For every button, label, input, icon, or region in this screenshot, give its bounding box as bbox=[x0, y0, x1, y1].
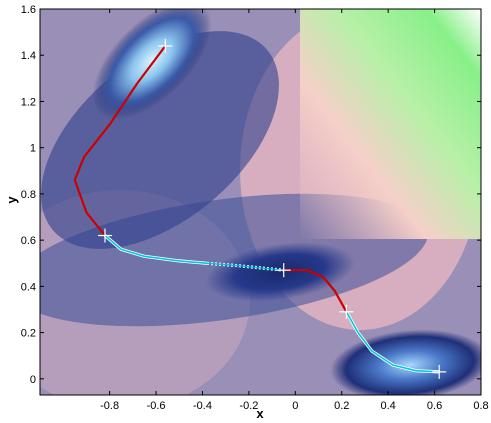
series-path bbox=[282, 269, 348, 313]
x-axis-title: x bbox=[256, 406, 264, 421]
y-tick-label: 1.2 bbox=[21, 96, 36, 108]
y-tick-label: 0.8 bbox=[21, 189, 36, 201]
marker-cross bbox=[276, 263, 291, 278]
marker-cross bbox=[432, 364, 447, 379]
series-path bbox=[73, 44, 167, 237]
series-path bbox=[206, 262, 285, 271]
x-tick-label: -0.6 bbox=[147, 400, 166, 412]
x-tick-label: -0.8 bbox=[100, 400, 119, 412]
x-tick-label: -0.2 bbox=[239, 400, 258, 412]
series-path bbox=[345, 311, 440, 373]
region-valley bbox=[41, 31, 279, 249]
marker-cross bbox=[339, 304, 354, 319]
marker-layer bbox=[97, 38, 447, 379]
y-tick-label: 0.2 bbox=[21, 328, 36, 340]
y-tick-label: 1 bbox=[30, 143, 36, 155]
x-tick-label: 0 bbox=[292, 400, 298, 412]
x-tick-label: 0.6 bbox=[427, 400, 442, 412]
marker-cross bbox=[97, 228, 112, 243]
region-peak bbox=[300, 9, 481, 239]
marker-cross bbox=[158, 38, 173, 53]
y-axis-title: y bbox=[4, 196, 19, 204]
y-tick-label: 1.4 bbox=[21, 50, 36, 62]
y-tick-label: 1.6 bbox=[21, 4, 36, 16]
x-tick-label: 0.4 bbox=[381, 400, 396, 412]
series-path bbox=[104, 234, 208, 265]
minimum-center bbox=[205, 242, 355, 302]
x-tick-label: -0.4 bbox=[193, 400, 212, 412]
y-axis-ticks: 0 0.2 0.4 0.6 0.8 1 1.2 1.4 1.6 bbox=[21, 4, 481, 386]
x-axis-ticks: -0.8 -0.6 -0.4 -0.2 0 0.2 0.4 0.6 0.8 bbox=[100, 9, 489, 412]
x-tick-label: 0.2 bbox=[334, 400, 349, 412]
pathway-series bbox=[73, 44, 440, 374]
minimum-upper-left bbox=[92, 9, 212, 120]
x-tick-label: 0.8 bbox=[473, 400, 488, 412]
plot-frame bbox=[39, 8, 482, 396]
contour-field bbox=[40, 9, 481, 395]
y-tick-label: 0.4 bbox=[21, 281, 36, 293]
y-tick-label: 0.6 bbox=[21, 235, 36, 247]
y-tick-label: 0 bbox=[30, 374, 36, 386]
